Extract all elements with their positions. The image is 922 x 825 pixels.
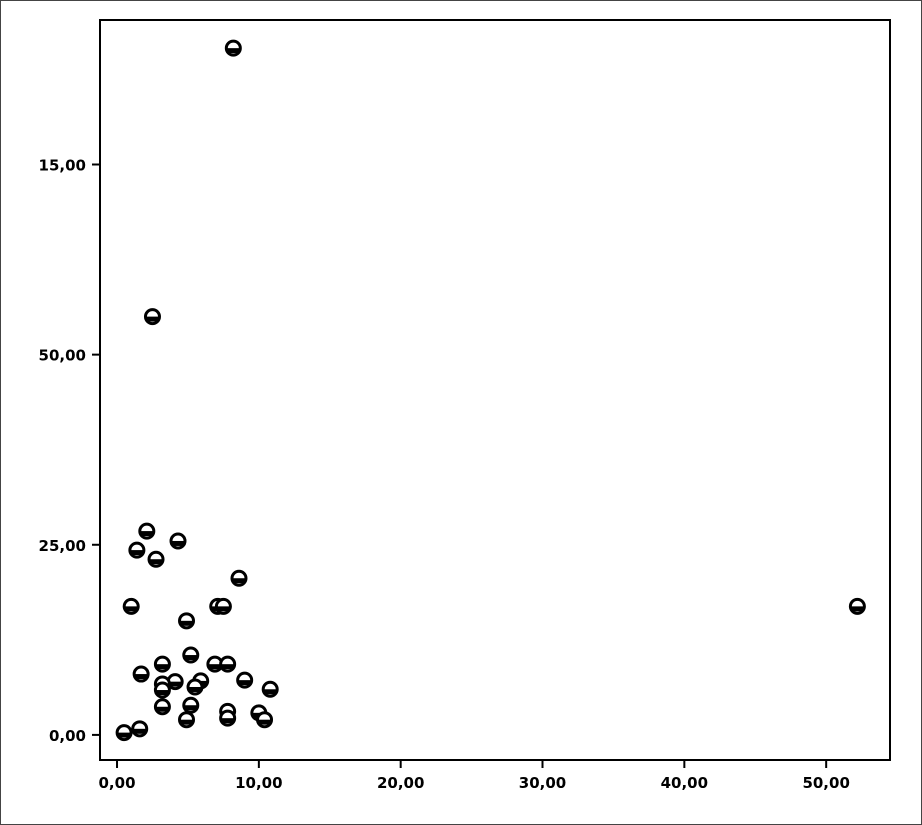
y-tick-label: 50,00 — [39, 347, 86, 365]
data-point — [178, 711, 196, 729]
data-point — [230, 569, 248, 587]
data-point — [214, 597, 232, 615]
data-point — [132, 665, 150, 683]
data-point — [143, 308, 161, 326]
data-point — [182, 696, 200, 714]
data-point — [219, 709, 237, 727]
data-point — [153, 681, 171, 699]
data-point — [186, 678, 204, 696]
x-tick-label: 20,00 — [377, 774, 424, 792]
data-point — [178, 612, 196, 630]
x-tick-label: 10,00 — [235, 774, 282, 792]
data-point — [122, 597, 140, 615]
data-point — [128, 541, 146, 559]
y-tick-label: 15,00 — [39, 157, 86, 175]
data-point — [147, 550, 165, 568]
data-point — [131, 720, 149, 738]
data-point — [236, 671, 254, 689]
y-axis: 0,00 25,00 50,00 15,00 — [39, 157, 100, 745]
x-tick-label: 50,00 — [802, 774, 849, 792]
x-tick-label: 0,00 — [99, 774, 136, 792]
y-tick-label: 25,00 — [39, 537, 86, 555]
data-point — [219, 655, 237, 673]
data-point — [153, 655, 171, 673]
data-point — [115, 724, 133, 742]
data-point — [848, 597, 866, 615]
x-axis: 0,00 10,00 20,00 30,00 40,00 50,00 — [99, 760, 850, 792]
data-points — [115, 39, 866, 742]
data-point — [224, 39, 242, 57]
x-tick-label: 40,00 — [661, 774, 708, 792]
data-point — [153, 698, 171, 716]
plot-frame — [99, 19, 891, 761]
x-tick-label: 30,00 — [519, 774, 566, 792]
data-point — [182, 646, 200, 664]
data-point — [256, 711, 274, 729]
data-point — [261, 680, 279, 698]
y-tick-label: 0,00 — [49, 727, 86, 745]
data-point — [169, 532, 187, 550]
data-point — [138, 522, 156, 540]
